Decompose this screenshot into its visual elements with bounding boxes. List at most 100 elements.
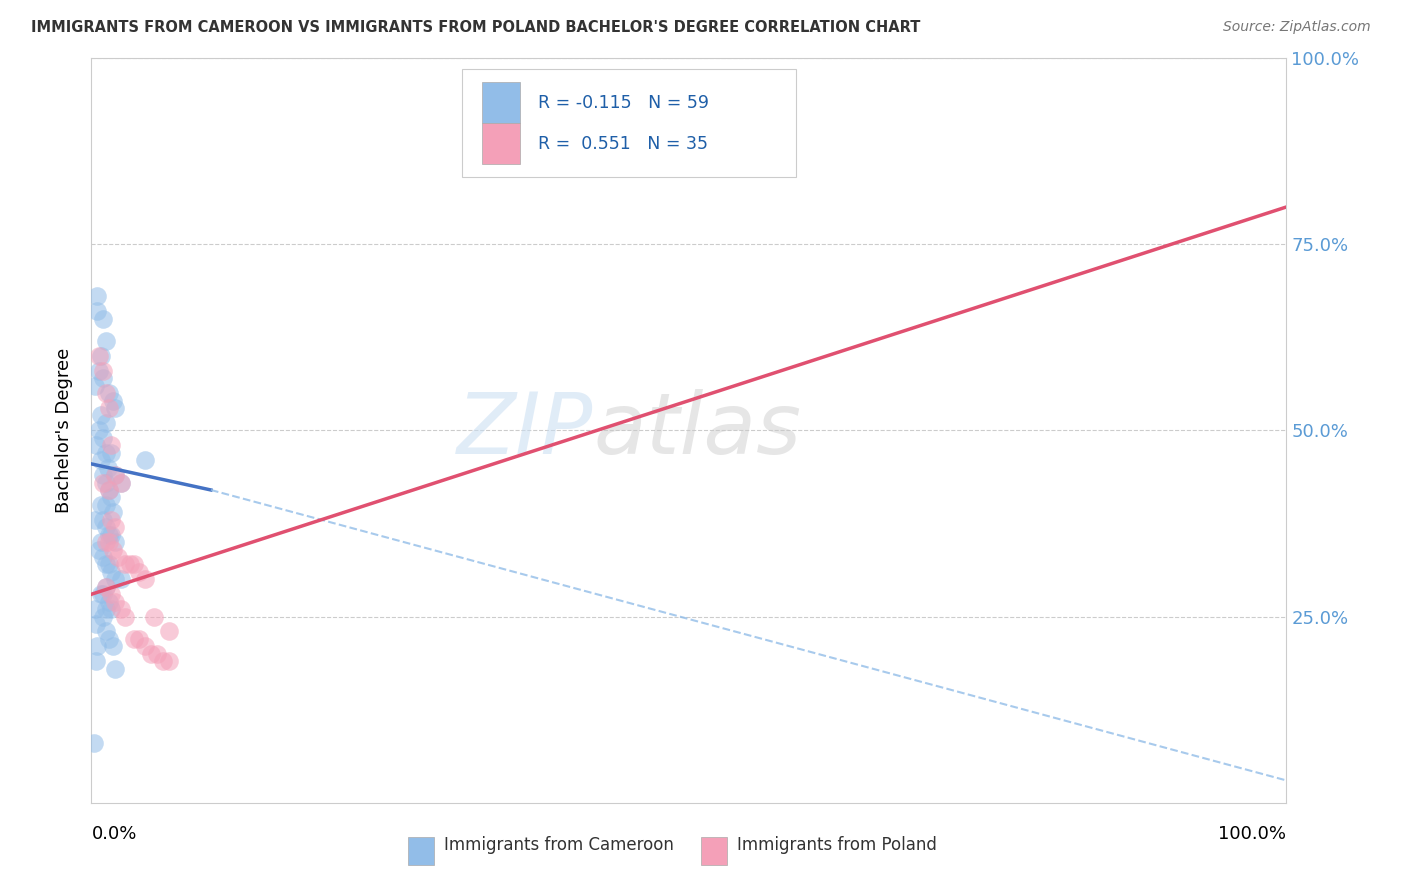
Point	[100, 438, 122, 452]
Point	[134, 573, 156, 587]
Point	[93, 431, 114, 445]
Text: atlas: atlas	[593, 389, 801, 472]
Point	[93, 311, 114, 326]
Point	[100, 527, 122, 541]
Point	[86, 304, 108, 318]
Point	[124, 558, 146, 572]
Point	[110, 602, 132, 616]
Point	[90, 409, 112, 423]
Point	[98, 535, 121, 549]
Point	[93, 371, 114, 385]
Point	[84, 602, 107, 616]
Point	[98, 386, 121, 401]
Point	[142, 609, 165, 624]
Point	[107, 549, 129, 564]
Point	[104, 595, 127, 609]
Point	[84, 617, 107, 632]
Point	[98, 527, 121, 541]
Point	[100, 602, 122, 616]
Point	[94, 520, 117, 534]
Point	[101, 542, 124, 557]
FancyBboxPatch shape	[482, 82, 520, 123]
Point	[87, 349, 110, 363]
Point	[94, 498, 117, 512]
Point	[94, 580, 117, 594]
Point	[128, 565, 150, 579]
Point	[94, 475, 117, 490]
Point	[124, 632, 146, 646]
Point	[128, 632, 150, 646]
Point	[498, 73, 520, 87]
Point	[110, 475, 132, 490]
Point	[100, 446, 122, 460]
Point	[94, 446, 117, 460]
Point	[90, 453, 112, 467]
Point	[87, 364, 110, 378]
Point	[83, 736, 105, 750]
Point	[104, 468, 127, 483]
Text: R = -0.115   N = 59: R = -0.115 N = 59	[538, 94, 710, 112]
Point	[94, 535, 117, 549]
Point	[90, 349, 112, 363]
Point	[93, 513, 114, 527]
FancyBboxPatch shape	[482, 123, 520, 164]
Point	[98, 558, 121, 572]
Point	[101, 505, 124, 519]
Point	[157, 654, 180, 668]
Point	[134, 640, 156, 654]
Point	[134, 453, 156, 467]
Point	[84, 438, 107, 452]
Point	[90, 498, 112, 512]
Point	[94, 580, 117, 594]
Point	[110, 475, 132, 490]
Point	[104, 573, 127, 587]
Point	[104, 520, 127, 534]
Point	[110, 573, 132, 587]
Point	[101, 393, 124, 408]
Point	[100, 513, 122, 527]
Point	[152, 654, 174, 668]
Point	[94, 558, 117, 572]
Point	[157, 624, 180, 639]
Point	[104, 468, 127, 483]
Point	[87, 423, 110, 437]
Point	[87, 542, 110, 557]
Point	[93, 587, 114, 601]
Point	[98, 595, 121, 609]
Point	[90, 587, 112, 601]
Point	[100, 565, 122, 579]
Text: IMMIGRANTS FROM CAMEROON VS IMMIGRANTS FROM POLAND BACHELOR'S DEGREE CORRELATION: IMMIGRANTS FROM CAMEROON VS IMMIGRANTS F…	[31, 20, 921, 35]
Text: ZIP: ZIP	[457, 389, 593, 472]
Point	[98, 483, 121, 497]
FancyBboxPatch shape	[408, 837, 434, 865]
Point	[100, 491, 122, 505]
Point	[114, 558, 136, 572]
Point	[86, 289, 108, 303]
Point	[94, 416, 117, 430]
Point	[104, 662, 127, 676]
FancyBboxPatch shape	[461, 70, 796, 178]
Point	[93, 549, 114, 564]
Point	[146, 647, 169, 661]
Text: Source: ZipAtlas.com: Source: ZipAtlas.com	[1223, 20, 1371, 34]
Point	[141, 647, 162, 661]
Point	[86, 640, 108, 654]
Point	[84, 513, 107, 527]
Point	[98, 632, 121, 646]
Point	[118, 558, 141, 572]
Text: Immigrants from Poland: Immigrants from Poland	[737, 837, 936, 855]
Point	[100, 587, 122, 601]
Point	[94, 602, 117, 616]
Text: Immigrants from Cameroon: Immigrants from Cameroon	[444, 837, 673, 855]
Point	[94, 386, 117, 401]
Point	[114, 609, 136, 624]
Point	[104, 401, 127, 415]
FancyBboxPatch shape	[700, 837, 727, 865]
Point	[94, 334, 117, 348]
Point	[90, 535, 112, 549]
Point	[93, 364, 114, 378]
Point	[93, 609, 114, 624]
Point	[84, 654, 107, 668]
Point	[93, 468, 114, 483]
Point	[98, 401, 121, 415]
